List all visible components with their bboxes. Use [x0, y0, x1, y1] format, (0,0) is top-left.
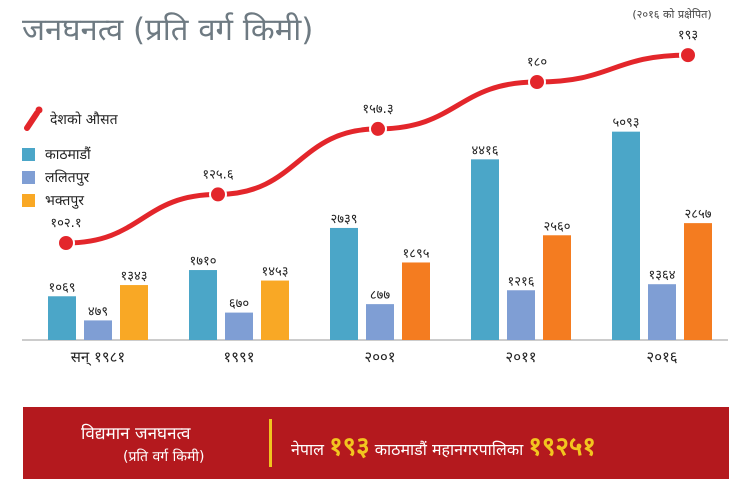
ktm-value: १९२५१: [528, 432, 596, 462]
banner-heading: विद्यमान जनघनत्व: [81, 424, 191, 444]
bar-bhaktapur: [402, 262, 430, 340]
bar-value-label: २८५७: [684, 207, 711, 222]
national-average-line: [63, 52, 691, 246]
bar-value-label: ५०९३: [612, 116, 639, 131]
national-average-label: १०२.१: [50, 216, 81, 231]
projection-note: (२०१६ को प्रक्षेपित): [632, 8, 712, 21]
bar-kathmandu: [189, 270, 217, 340]
bar-value-label: ६७०: [229, 297, 249, 312]
bar-bhaktapur: [543, 235, 571, 340]
bar-bhaktapur: [261, 280, 289, 340]
bar-value-label: १८९५: [402, 246, 429, 261]
bhaktapur-swatch: [22, 194, 35, 207]
national-average-label: १८०: [527, 55, 547, 70]
legend-bhaktapur-label: भक्तपुर: [45, 193, 85, 209]
ktm-label: काठमाडौं महानगरपालिका: [374, 440, 524, 459]
bar-value-label: १३६४: [648, 268, 675, 283]
bar-kathmandu: [330, 227, 358, 340]
x-tick-label: २००१: [364, 348, 395, 366]
nepal-label: नेपाल: [291, 440, 324, 459]
national-average-point: [57, 233, 75, 252]
lalitpur-swatch: [22, 171, 35, 184]
bar-kathmandu: [612, 131, 640, 340]
x-tick-label: १९९१: [223, 348, 254, 366]
national-average-point: [369, 119, 387, 138]
national-average-point: [209, 185, 227, 204]
legend-kathmandu-label: काठमाडौं: [45, 147, 91, 163]
current-density-banner: विद्यमान जनघनत्व (प्रति वर्ग किमी) नेपाल…: [23, 407, 729, 479]
bar-lalitpur: [225, 312, 253, 340]
bar-lalitpur: [507, 290, 535, 340]
bar-value-label: १३४३: [120, 269, 147, 284]
legend-national-label: देशको औसत: [50, 111, 118, 128]
bar-kathmandu: [471, 159, 499, 340]
bar-value-label: ८७७: [370, 288, 391, 303]
national-average-point: [679, 46, 697, 65]
banner-divider: [269, 419, 272, 467]
bar-bhaktapur: [684, 223, 712, 340]
bar-kathmandu: [48, 296, 76, 340]
national-average-icon: [24, 106, 43, 131]
national-average-label: १२५.६: [202, 167, 233, 182]
legend-national: देशको औसत: [22, 106, 118, 132]
bar-value-label: ४४१६: [471, 143, 498, 158]
x-tick-label: २०१६: [646, 348, 677, 366]
bar-lalitpur: [648, 284, 676, 340]
x-tick-label: २०११: [505, 348, 536, 366]
density-chart: १०६९ ४७९ १३४३ सन् १९८१ १७१० ६७० १४५३ १९९१ २७३९ ८७…: [22, 28, 728, 366]
legend-lalitpur: ललितपुर: [22, 168, 89, 187]
bar-value-label: १२१६: [507, 274, 534, 289]
bar-lalitpur: [366, 304, 394, 340]
national-average-label: १९३: [678, 28, 698, 43]
bar-bhaktapur: [120, 285, 148, 340]
legend-kathmandu: काठमाडौं: [22, 145, 91, 164]
banner-values: नेपाल १९३ काठमाडौं महानगरपालिका १९२५१: [291, 427, 596, 463]
bar-lalitpur: [84, 320, 112, 340]
legend-bhaktapur: भक्तपुर: [22, 191, 84, 210]
bar-value-label: १४५३: [261, 265, 288, 280]
x-tick-label: सन् १९८१: [71, 348, 125, 366]
bar-value-label: २७३९: [330, 212, 357, 227]
bar-value-label: २५६०: [543, 219, 570, 234]
chart-title: जनघनत्व (प्रति वर्ग किमी): [22, 12, 314, 48]
kathmandu-swatch: [22, 148, 35, 161]
national-average-label: १५७.३: [362, 102, 393, 117]
bar-value-label: १०६९: [48, 280, 75, 295]
national-average-point: [528, 73, 546, 91]
nepal-value: १९३: [329, 432, 370, 462]
banner-unit: (प्रति वर्ग किमी): [123, 449, 205, 465]
bar-value-label: १७१०: [189, 254, 216, 269]
legend-lalitpur-label: ललितपुर: [45, 170, 90, 186]
bar-value-label: ४७९: [88, 304, 108, 319]
